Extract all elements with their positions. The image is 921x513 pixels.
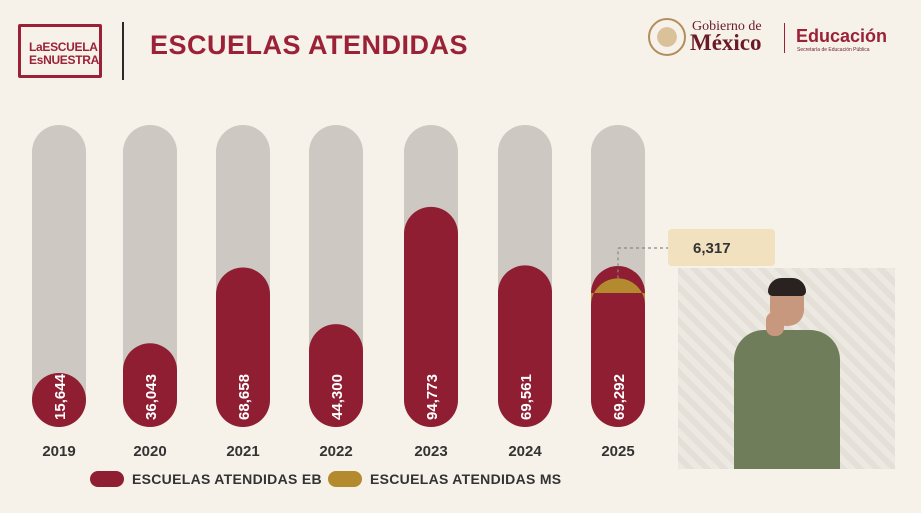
data-label-eb-2020: 36,043 bbox=[143, 374, 160, 420]
x-tick-label-2019: 2019 bbox=[42, 443, 75, 460]
bar-eb-2024 bbox=[498, 265, 552, 427]
interpreter-hand bbox=[766, 312, 784, 336]
sep-logo-title: Educación bbox=[796, 26, 888, 46]
legend-label-ms: ESCUELAS ATENDIDAS MS bbox=[370, 471, 562, 487]
data-label-eb-2023: 94,773 bbox=[424, 374, 441, 420]
bar-eb-2021 bbox=[216, 267, 270, 427]
data-label-eb-2021: 68,658 bbox=[236, 374, 253, 420]
bar-eb-2022 bbox=[309, 324, 363, 427]
logo-line-2: EsNUESTRA bbox=[29, 53, 99, 67]
logo-la-escuela-es-nuestra: LaESCUELA EsNUESTRA bbox=[18, 24, 102, 78]
data-label-eb-2025: 69,292 bbox=[611, 374, 628, 420]
x-tick-label-2024: 2024 bbox=[508, 443, 542, 460]
callout-box-ms-2025 bbox=[668, 229, 775, 266]
legend-label-eb: ESCUELAS ATENDIDAS EB bbox=[132, 471, 322, 487]
page-title: ESCUELAS ATENDIDAS bbox=[150, 30, 469, 60]
interpreter-body bbox=[734, 330, 840, 469]
header-divider bbox=[122, 22, 124, 80]
bar-eb-2023 bbox=[404, 206, 458, 427]
bar-eb-2019 bbox=[32, 373, 86, 427]
x-tick-label-2020: 2020 bbox=[133, 443, 166, 460]
government-seal-icon bbox=[648, 18, 686, 56]
interpreter-hair bbox=[768, 278, 806, 296]
data-label-eb-2022: 44,300 bbox=[329, 374, 346, 420]
data-label-eb-2024: 69,561 bbox=[518, 374, 535, 420]
legend-swatch-ms bbox=[328, 471, 362, 487]
x-tick-label-2025: 2025 bbox=[601, 443, 634, 460]
legend-swatch-eb bbox=[90, 471, 124, 487]
sep-logo-subtitle: Secretaría de Educación Pública bbox=[797, 47, 870, 53]
gov-logo-line-1: Gobierno de bbox=[692, 19, 762, 34]
legend-item-ms: ESCUELAS ATENDIDAS MS bbox=[328, 471, 561, 487]
sign-language-interpreter-video bbox=[678, 268, 895, 469]
bar-eb-2020 bbox=[123, 343, 177, 427]
gov-logo-line-2: México bbox=[690, 30, 762, 55]
callout-label-ms-2025: 6,317 bbox=[693, 240, 731, 257]
bar-track-2019 bbox=[32, 125, 86, 427]
x-tick-label-2023: 2023 bbox=[414, 443, 447, 460]
logo-line-1: LaESCUELA bbox=[29, 40, 98, 54]
x-tick-label-2022: 2022 bbox=[319, 443, 352, 460]
legend-item-eb: ESCUELAS ATENDIDAS EB bbox=[90, 471, 322, 487]
bar-ms-2025 bbox=[591, 278, 645, 306]
gov-logo-divider bbox=[784, 23, 785, 53]
x-tick-label-2021: 2021 bbox=[226, 443, 259, 460]
bar-eb-2025 bbox=[591, 266, 645, 427]
data-label-eb-2019: 15,644 bbox=[52, 373, 69, 420]
